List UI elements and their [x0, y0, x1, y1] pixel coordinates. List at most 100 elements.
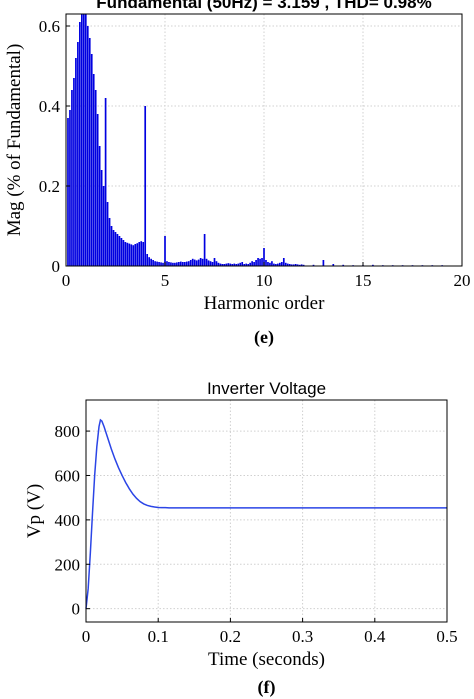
panel-label: (e)	[254, 327, 274, 348]
bar	[154, 261, 156, 266]
bar	[215, 261, 218, 266]
bar	[205, 258, 208, 266]
bar	[187, 261, 190, 266]
bar	[199, 258, 202, 266]
bar	[168, 262, 170, 266]
bar	[138, 242, 141, 266]
bar	[263, 248, 265, 266]
bar	[140, 241, 143, 266]
bar	[189, 260, 192, 266]
bar	[193, 259, 196, 266]
bar	[124, 242, 127, 266]
bar	[71, 90, 73, 266]
bar	[142, 242, 145, 266]
y-tick-label: 600	[55, 466, 81, 485]
y-axis-label: Mag (% of Fundamental)	[4, 44, 25, 237]
x-tick-label: 0.4	[364, 627, 386, 646]
bar	[67, 118, 69, 266]
bar	[225, 263, 228, 266]
bar	[130, 244, 133, 266]
x-tick-label: 5	[161, 271, 170, 290]
bar	[160, 262, 162, 266]
y-tick-label: 200	[55, 555, 81, 574]
bar	[181, 262, 184, 266]
x-axis-label: Harmonic order	[204, 293, 325, 314]
bar	[88, 38, 91, 266]
bar	[79, 22, 81, 266]
bar	[251, 261, 253, 266]
bar	[174, 262, 176, 266]
bar	[148, 257, 151, 266]
bar	[92, 74, 95, 266]
bar	[255, 260, 257, 266]
bar	[108, 218, 111, 266]
bar	[114, 232, 117, 266]
bar	[191, 258, 194, 266]
bar	[156, 261, 158, 266]
bar	[136, 243, 139, 266]
bar	[110, 226, 113, 266]
bar	[298, 264, 301, 266]
bar	[239, 262, 242, 266]
bar	[128, 243, 131, 266]
bar	[82, 14, 85, 266]
bar	[94, 90, 97, 266]
bar	[275, 264, 277, 266]
bar	[312, 264, 315, 266]
bar	[235, 264, 238, 266]
bar	[183, 262, 186, 266]
bar	[211, 262, 214, 266]
bar	[259, 258, 261, 266]
bar	[132, 245, 135, 266]
y-tick-label: 0.4	[39, 97, 61, 116]
bar	[172, 262, 174, 266]
bar	[223, 264, 226, 266]
x-tick-label: 15	[355, 271, 372, 290]
bar	[219, 263, 222, 266]
bar	[241, 262, 244, 266]
bar	[158, 262, 160, 266]
bar	[213, 258, 216, 266]
bar	[122, 240, 125, 266]
bar	[201, 258, 204, 266]
bar	[290, 264, 293, 266]
bar	[75, 58, 77, 266]
bar	[152, 260, 154, 266]
bar	[322, 260, 325, 266]
y-tick-label: 0	[52, 257, 61, 276]
bar	[302, 264, 305, 266]
y-axis-label: Vp (V)	[24, 484, 45, 538]
bar	[245, 263, 248, 266]
bar	[231, 264, 234, 266]
x-tick-label: 0	[62, 271, 71, 290]
bar	[249, 262, 251, 266]
x-tick-label: 0	[82, 627, 91, 646]
panel-label: (f)	[258, 677, 276, 698]
bar	[261, 258, 263, 266]
bar	[126, 242, 129, 266]
bar	[372, 264, 374, 266]
bar	[86, 26, 89, 266]
y-tick-label: 800	[55, 422, 81, 441]
x-axis-label: Time (seconds)	[208, 649, 325, 670]
bar	[134, 244, 137, 266]
bar	[273, 263, 275, 266]
bar	[77, 42, 79, 266]
bar	[170, 262, 172, 266]
x-tick-label: 20	[454, 271, 471, 290]
x-tick-label: 10	[256, 271, 273, 290]
x-tick-label: 0.2	[220, 627, 241, 646]
inverter-voltage-chart: Inverter Voltage 0 0.1 0.2 0.3 0.4 0.5 0 200 400 6…	[24, 379, 458, 698]
bar	[112, 230, 115, 266]
bar	[296, 264, 299, 266]
bar	[280, 262, 283, 266]
bar	[217, 262, 220, 266]
bar	[277, 263, 279, 266]
bar	[300, 264, 303, 266]
bar	[209, 261, 212, 266]
bar	[267, 262, 269, 266]
bar	[229, 263, 232, 266]
bar	[162, 262, 164, 266]
bar	[150, 258, 152, 266]
